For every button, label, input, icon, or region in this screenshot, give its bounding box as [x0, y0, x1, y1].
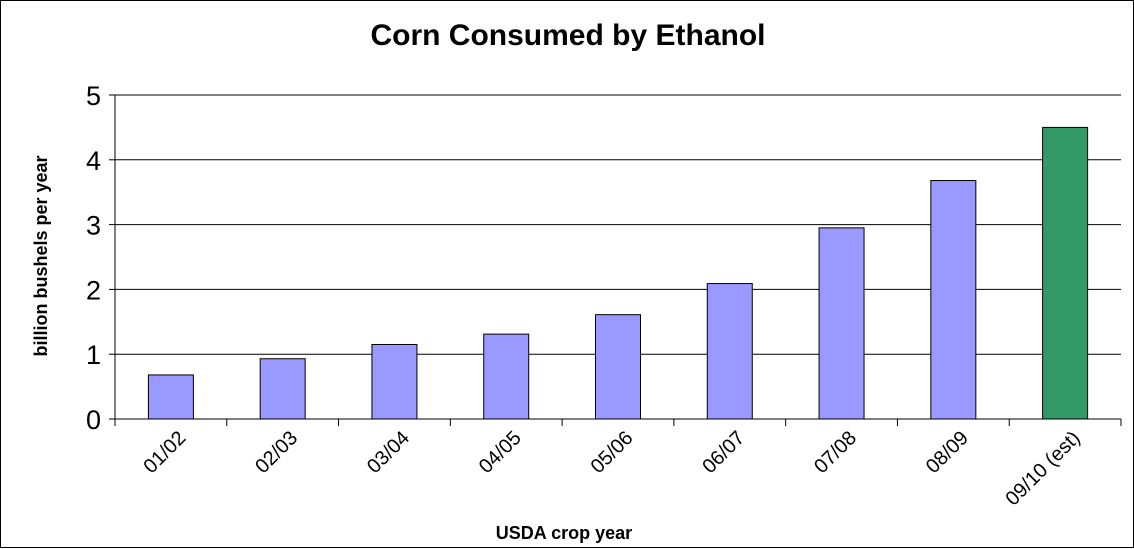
x-tick-label: 05/06 — [587, 427, 638, 478]
axes — [109, 94, 1122, 426]
bar-02-03 — [259, 358, 306, 420]
x-tick-labels: 01/02 02/03 03/04 04/05 05/06 06/07 07/08 08/09… — [139, 427, 1084, 510]
bar-01-02 — [147, 374, 194, 420]
bar-05-06 — [595, 314, 641, 420]
x-tick-label: 06/07 — [698, 427, 749, 478]
x-tick-label: 01/02 — [139, 427, 190, 478]
y-tick-label: 3 — [86, 211, 101, 241]
x-tick-label: 04/05 — [475, 427, 526, 478]
y-tick-label: 1 — [86, 340, 101, 370]
bars — [147, 126, 1089, 420]
bar-06-07 — [706, 283, 753, 420]
bar-07-08 — [818, 227, 865, 420]
chart-title: Corn Consumed by Ethanol — [370, 19, 765, 52]
y-tick-labels: 0 1 2 3 4 5 — [86, 81, 101, 435]
bar-03-04 — [371, 343, 418, 420]
bar-04-05 — [483, 333, 530, 420]
bar-08-09 — [930, 180, 977, 420]
x-tick-label: 08/09 — [922, 427, 973, 478]
x-tick-label: 09/10 (est) — [1001, 427, 1084, 510]
x-tick-label: 03/04 — [363, 427, 414, 478]
x-axis-title: USDA crop year — [496, 523, 632, 543]
bar-09-10-est — [1042, 126, 1089, 420]
y-tick-label: 2 — [86, 275, 101, 305]
y-axis-title: billion bushels per year — [31, 155, 51, 356]
y-tick-label: 0 — [86, 405, 101, 435]
y-tick-label: 4 — [86, 146, 101, 176]
x-tick-label: 02/03 — [251, 427, 302, 478]
x-tick-label: 07/08 — [810, 427, 861, 478]
y-tick-label: 5 — [86, 81, 101, 111]
